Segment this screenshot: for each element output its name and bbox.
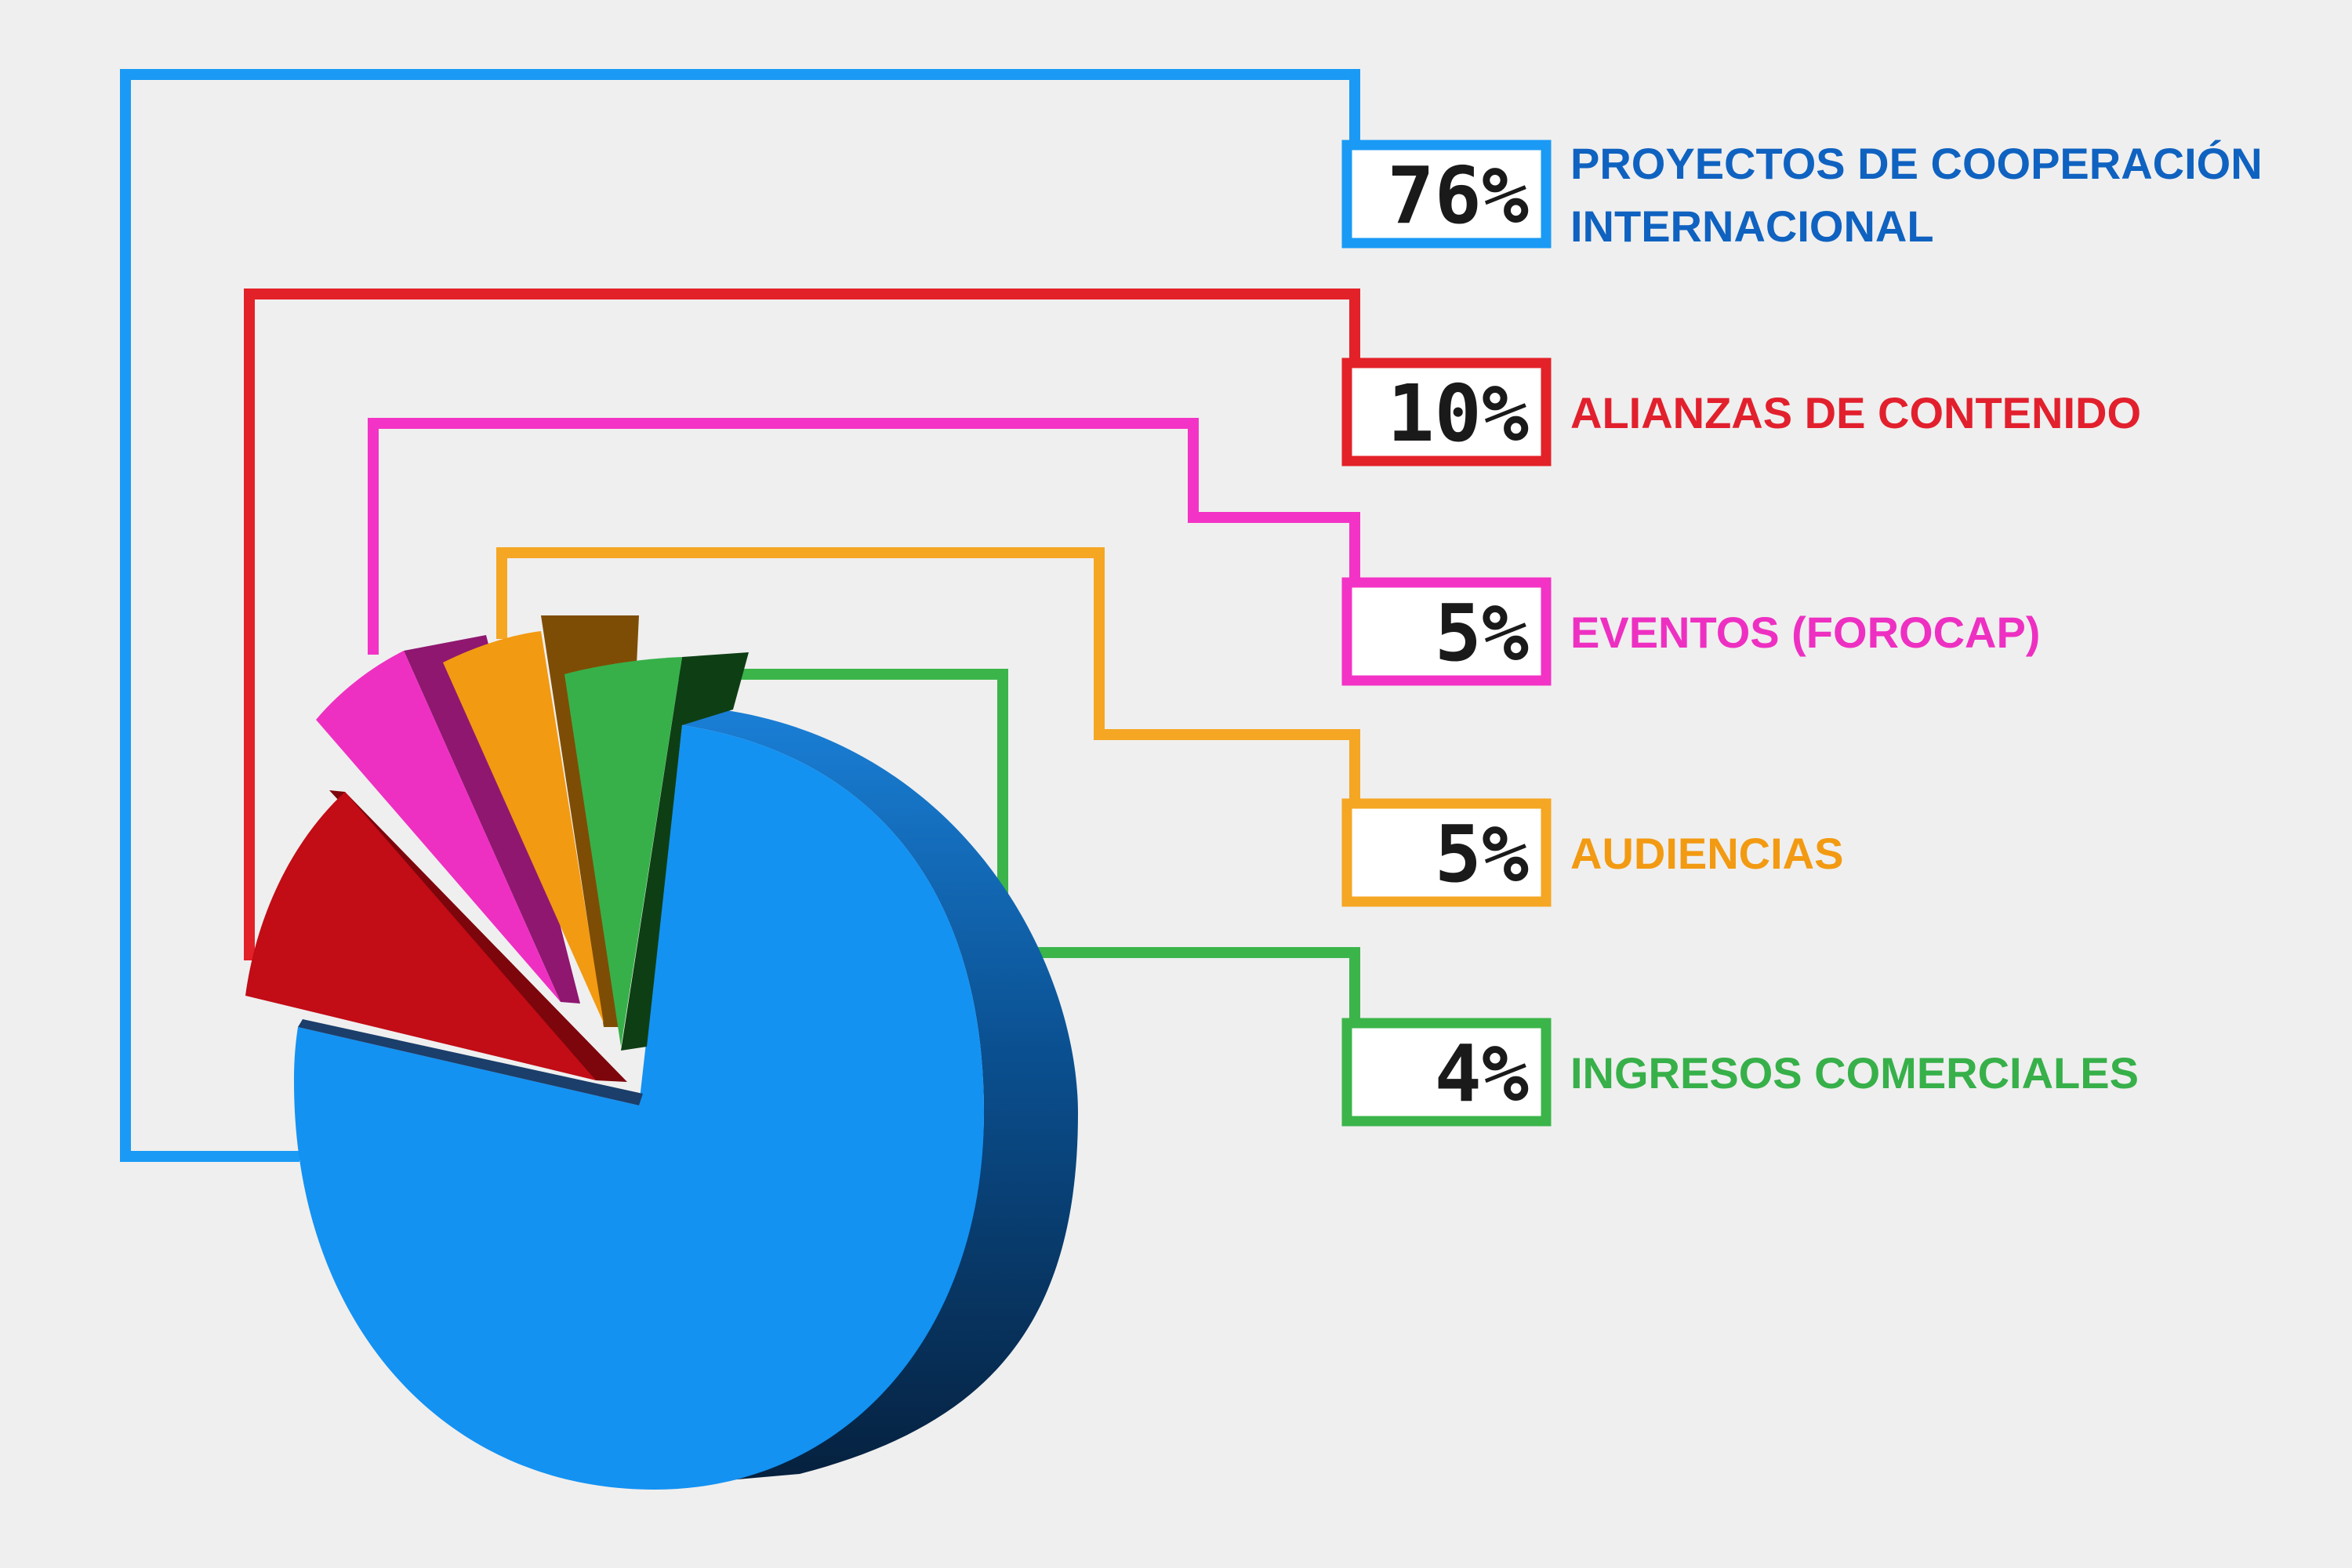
legend-label-eventos: EVENTOS (FOROCAP)	[1570, 608, 2040, 657]
legend-label-audiencias: AUDIENCIAS	[1570, 829, 1843, 878]
slice-alianzas-shade	[298, 1019, 643, 1105]
legend-label-cooperacion-line-2: INTERNACIONAL	[1570, 201, 1934, 251]
slice-eventos-side	[404, 635, 580, 1004]
data-labels: 76% 10% 5% 5% 4%	[1387, 150, 1529, 1120]
callout-boxes	[1341, 140, 1552, 1127]
legend-label-cooperacion-line-1: PROYECTOS DE COOPERACIÓN	[1570, 139, 2263, 188]
slice-alianzas	[245, 792, 596, 1080]
legend-label-alianzas: ALIANZAS DE CONTENIDO	[1570, 388, 2141, 437]
callout-box-ingresos	[1341, 1018, 1552, 1127]
slice-ingresos-side	[621, 652, 749, 1051]
callout-box-alianzas	[1341, 358, 1552, 466]
slice-ingresos	[564, 657, 682, 1047]
callout-box-cooperacion	[1341, 140, 1552, 249]
percent-label-alianzas: 10%	[1387, 368, 1529, 459]
leader-line-cooperacion	[120, 69, 1360, 1162]
percent-label-cooperacion: 76%	[1387, 150, 1529, 241]
percent-label-audiencias: 5%	[1435, 808, 1529, 900]
percent-label-ingresos: 4%	[1435, 1028, 1529, 1120]
leader-line-alianzas	[244, 289, 1360, 960]
callout-box-audiencias	[1341, 798, 1552, 907]
slice-audiencias	[443, 631, 604, 1023]
slice-proyectos-side	[666, 710, 1078, 1486]
leader-line-audiencias	[496, 547, 1360, 804]
slice-proyectos	[294, 725, 984, 1490]
legend: PROYECTOS DE COOPERACIÓN INTERNACIONAL ALI…	[1570, 139, 2263, 1098]
percent-label-eventos: 5%	[1435, 587, 1529, 679]
leader-line-eventos	[368, 418, 1360, 655]
callout-box-eventos	[1341, 577, 1552, 686]
pie-3d	[245, 615, 1078, 1490]
slice-eventos	[316, 651, 561, 1002]
legend-label-ingresos: INGRESOS COMERCIALES	[1570, 1048, 2139, 1098]
